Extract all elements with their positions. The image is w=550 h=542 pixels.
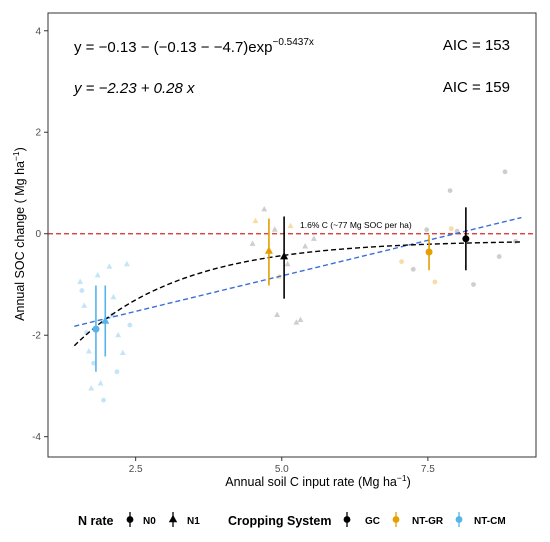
raw-point-24 xyxy=(249,240,256,246)
raw-point-11 xyxy=(79,288,85,293)
raw-point-0 xyxy=(77,278,84,284)
raw-point-18 xyxy=(252,217,259,224)
raw-point-31 xyxy=(302,243,309,249)
summary-nt-gr-n1-point xyxy=(264,246,273,254)
equation-linear: y = −2.23 + 0.28 x xyxy=(73,80,195,97)
raw-point-25 xyxy=(261,205,268,212)
raw-point-2 xyxy=(85,348,92,354)
legend-label-nt-gr: NT-GR xyxy=(412,516,444,527)
raw-point-17 xyxy=(127,322,133,328)
raw-point-7 xyxy=(110,293,117,300)
y-tick-label-4: 4 xyxy=(35,26,41,37)
y-tick-label-2: 0 xyxy=(35,229,41,240)
summary-nt-cm-n0-point xyxy=(92,325,100,333)
y-tick-label-1: -2 xyxy=(32,331,41,342)
summary-gc-n1-point xyxy=(280,251,289,260)
raw-point-32 xyxy=(310,235,317,241)
raw-point-37 xyxy=(471,282,476,287)
legend-key-nt-cm xyxy=(455,512,463,527)
legend-label-gc: GC xyxy=(365,516,380,527)
axes-layer: 2.5 5.0 7.5 -4 -2 0 2 4 xyxy=(32,26,435,475)
raw-point-20 xyxy=(287,222,294,229)
raw-point-14 xyxy=(101,397,106,403)
raw-point-35 xyxy=(447,188,453,194)
summary-nt-gr-n0-point xyxy=(425,248,433,256)
legend-label-nt-cm: NT-CM xyxy=(474,516,506,527)
plot-panel-border xyxy=(47,12,537,458)
raw-point-34 xyxy=(424,227,430,233)
raw-point-4 xyxy=(94,271,101,278)
equation-exponential: y = −0.13 − (−0.13 − −4.7)exp−0.5437x xyxy=(74,37,314,56)
exponential-fit-curve xyxy=(73,241,522,347)
summary-nt-cm-n1-point xyxy=(101,316,110,324)
raw-point-13 xyxy=(91,360,96,366)
legend: N rate N0 N1 Cropping System GC NT-GR NT… xyxy=(78,512,506,528)
linear-fit-line xyxy=(74,216,522,327)
raw-point-33 xyxy=(410,266,416,272)
raw-point-29 xyxy=(293,319,300,325)
y-tick-label-3: 2 xyxy=(35,128,41,139)
legend-key-n1 xyxy=(168,512,178,527)
raw-point-9 xyxy=(119,349,126,356)
y-tick-label-0: -4 xyxy=(32,432,41,443)
raw-point-21 xyxy=(399,259,404,265)
legend-key-gc xyxy=(343,512,351,527)
aic-exponential: AIC = 153 xyxy=(443,37,510,54)
fit-lines-layer xyxy=(48,216,536,347)
raw-point-38 xyxy=(496,254,502,259)
raw-point-1 xyxy=(81,302,88,308)
threshold-label: 1.6% C (~77 Mg SOC per ha) xyxy=(300,220,412,230)
raw-point-10 xyxy=(123,260,130,267)
x-tick-label-1: 5.0 xyxy=(275,464,289,475)
raw-point-26 xyxy=(271,226,278,232)
raw-point-39 xyxy=(502,169,508,175)
raw-point-6 xyxy=(106,263,113,269)
x-tick-label-2: 7.5 xyxy=(421,464,435,475)
summary-gc-n0-point xyxy=(462,235,470,243)
raw-point-28 xyxy=(284,260,291,267)
legend-label-n0: N0 xyxy=(143,516,156,527)
raw-point-30 xyxy=(297,316,304,323)
raw-point-5 xyxy=(97,380,104,386)
legend-key-n0 xyxy=(126,512,134,527)
y-axis-title: Annual SOC change ( Mg ha−1) xyxy=(11,147,27,321)
raw-point-23 xyxy=(448,226,454,232)
aic-linear: AIC = 159 xyxy=(443,79,510,96)
summary-points-layer xyxy=(92,207,470,372)
x-tick-label-0: 2.5 xyxy=(129,464,143,475)
raw-point-8 xyxy=(115,331,122,338)
raw-point-22 xyxy=(432,279,438,285)
raw-point-16 xyxy=(114,369,120,375)
raw-point-3 xyxy=(88,385,95,391)
legend-title-n-rate: N rate xyxy=(78,514,113,528)
legend-key-nt-gr xyxy=(392,512,400,527)
legend-label-n1: N1 xyxy=(187,516,200,527)
raw-point-27 xyxy=(274,311,281,317)
raw-points-layer xyxy=(77,169,518,403)
x-axis-title: Annual soil C input rate (Mg ha−1) xyxy=(225,473,411,489)
legend-title-cropping-system: Cropping System xyxy=(228,514,332,528)
